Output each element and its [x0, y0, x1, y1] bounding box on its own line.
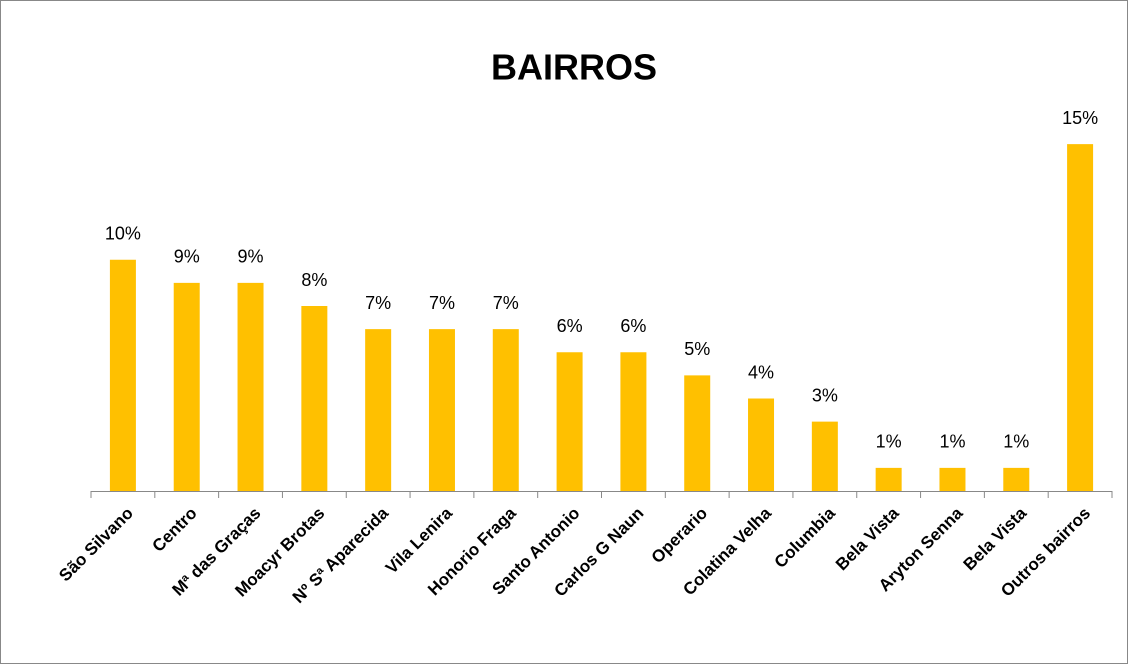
bar — [1003, 467, 1030, 491]
value-label: 15% — [1062, 108, 1098, 128]
chart-title: BAIRROS — [491, 47, 657, 88]
value-label: 5% — [684, 339, 710, 359]
bar — [875, 467, 902, 491]
value-label: 9% — [238, 247, 264, 267]
value-label: 6% — [620, 316, 646, 336]
bar — [109, 259, 136, 491]
value-label: 7% — [429, 293, 455, 313]
bar — [811, 421, 838, 491]
value-label: 9% — [174, 247, 200, 267]
value-label: 7% — [493, 293, 519, 313]
value-label: 4% — [748, 362, 774, 382]
value-label: 3% — [812, 385, 838, 405]
bar — [684, 375, 711, 491]
value-label: 8% — [301, 270, 327, 290]
bar — [365, 329, 392, 491]
bar — [556, 352, 583, 491]
bar — [748, 398, 775, 491]
value-label: 6% — [557, 316, 583, 336]
bar — [492, 329, 519, 491]
bar — [620, 352, 647, 491]
bar — [428, 329, 455, 491]
value-label: 1% — [939, 432, 965, 452]
value-label: 1% — [876, 432, 902, 452]
bar — [301, 306, 328, 491]
bar — [1067, 144, 1094, 491]
bar — [173, 282, 200, 491]
bar — [237, 282, 264, 491]
value-label: 7% — [365, 293, 391, 313]
value-label: 10% — [105, 224, 141, 244]
bar — [939, 467, 966, 491]
value-label: 1% — [1003, 432, 1029, 452]
